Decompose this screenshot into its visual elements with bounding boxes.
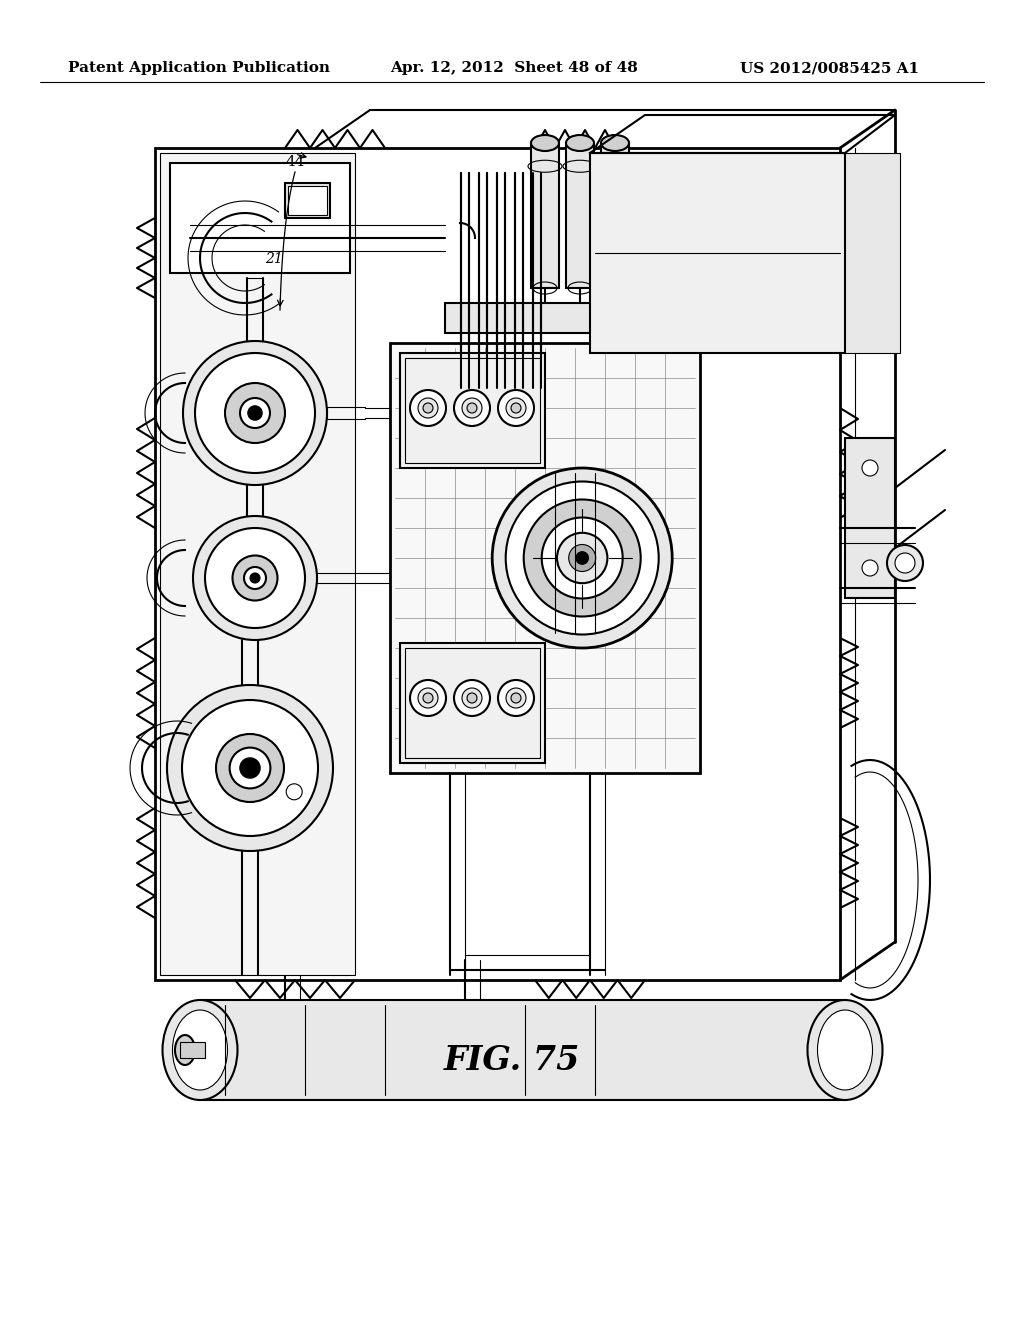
Circle shape xyxy=(216,734,284,803)
Bar xyxy=(180,1041,205,1059)
Circle shape xyxy=(195,352,315,473)
Bar xyxy=(200,1001,845,1100)
Circle shape xyxy=(286,784,302,800)
Bar xyxy=(285,183,330,218)
Circle shape xyxy=(506,399,526,418)
Circle shape xyxy=(225,383,285,444)
Circle shape xyxy=(418,688,438,708)
Circle shape xyxy=(467,403,477,413)
Text: Apr. 12, 2012  Sheet 48 of 48: Apr. 12, 2012 Sheet 48 of 48 xyxy=(390,61,638,75)
Circle shape xyxy=(240,399,270,428)
Circle shape xyxy=(511,403,521,413)
Ellipse shape xyxy=(172,1010,227,1090)
Circle shape xyxy=(462,399,482,418)
Text: 44: 44 xyxy=(286,154,305,169)
Bar xyxy=(400,643,545,763)
Bar xyxy=(445,304,605,333)
Circle shape xyxy=(183,341,327,484)
Bar xyxy=(170,162,350,273)
Circle shape xyxy=(244,568,266,589)
Circle shape xyxy=(493,469,672,648)
Circle shape xyxy=(229,747,270,788)
Circle shape xyxy=(557,533,607,583)
Circle shape xyxy=(454,389,490,426)
Ellipse shape xyxy=(531,135,559,150)
Bar xyxy=(566,143,594,288)
Circle shape xyxy=(462,688,482,708)
Circle shape xyxy=(575,552,589,565)
Bar xyxy=(601,143,629,288)
Ellipse shape xyxy=(808,1001,883,1100)
Circle shape xyxy=(454,680,490,715)
Circle shape xyxy=(498,680,534,715)
Ellipse shape xyxy=(175,1035,195,1065)
Circle shape xyxy=(895,553,915,573)
Bar xyxy=(845,153,900,352)
Circle shape xyxy=(542,517,623,598)
Circle shape xyxy=(193,516,317,640)
Bar xyxy=(590,153,845,352)
Circle shape xyxy=(862,560,878,576)
Circle shape xyxy=(467,693,477,704)
Circle shape xyxy=(506,482,658,635)
Circle shape xyxy=(418,399,438,418)
Circle shape xyxy=(511,693,521,704)
Circle shape xyxy=(167,685,333,851)
Circle shape xyxy=(410,680,446,715)
Text: Patent Application Publication: Patent Application Publication xyxy=(68,61,330,75)
Bar xyxy=(406,648,540,758)
Text: FIG. 75: FIG. 75 xyxy=(443,1044,581,1077)
Circle shape xyxy=(182,700,318,836)
Bar xyxy=(531,143,559,288)
Ellipse shape xyxy=(566,135,594,150)
Text: US 2012/0085425 A1: US 2012/0085425 A1 xyxy=(740,61,920,75)
Circle shape xyxy=(506,688,526,708)
Circle shape xyxy=(423,403,433,413)
Circle shape xyxy=(248,405,262,420)
Bar xyxy=(288,186,327,215)
Bar xyxy=(160,153,355,975)
Circle shape xyxy=(240,758,260,779)
Bar xyxy=(390,343,700,774)
Circle shape xyxy=(523,499,641,616)
Ellipse shape xyxy=(163,1001,238,1100)
Bar xyxy=(845,438,895,598)
Ellipse shape xyxy=(601,135,629,150)
Circle shape xyxy=(498,389,534,426)
Circle shape xyxy=(410,389,446,426)
Text: 21: 21 xyxy=(265,252,283,267)
Circle shape xyxy=(250,573,260,583)
Circle shape xyxy=(568,544,596,572)
Bar xyxy=(155,148,840,979)
Circle shape xyxy=(423,693,433,704)
Circle shape xyxy=(862,459,878,477)
Circle shape xyxy=(887,545,923,581)
Bar xyxy=(400,352,545,469)
Bar xyxy=(406,358,540,463)
Circle shape xyxy=(205,528,305,628)
Circle shape xyxy=(232,556,278,601)
Ellipse shape xyxy=(817,1010,872,1090)
